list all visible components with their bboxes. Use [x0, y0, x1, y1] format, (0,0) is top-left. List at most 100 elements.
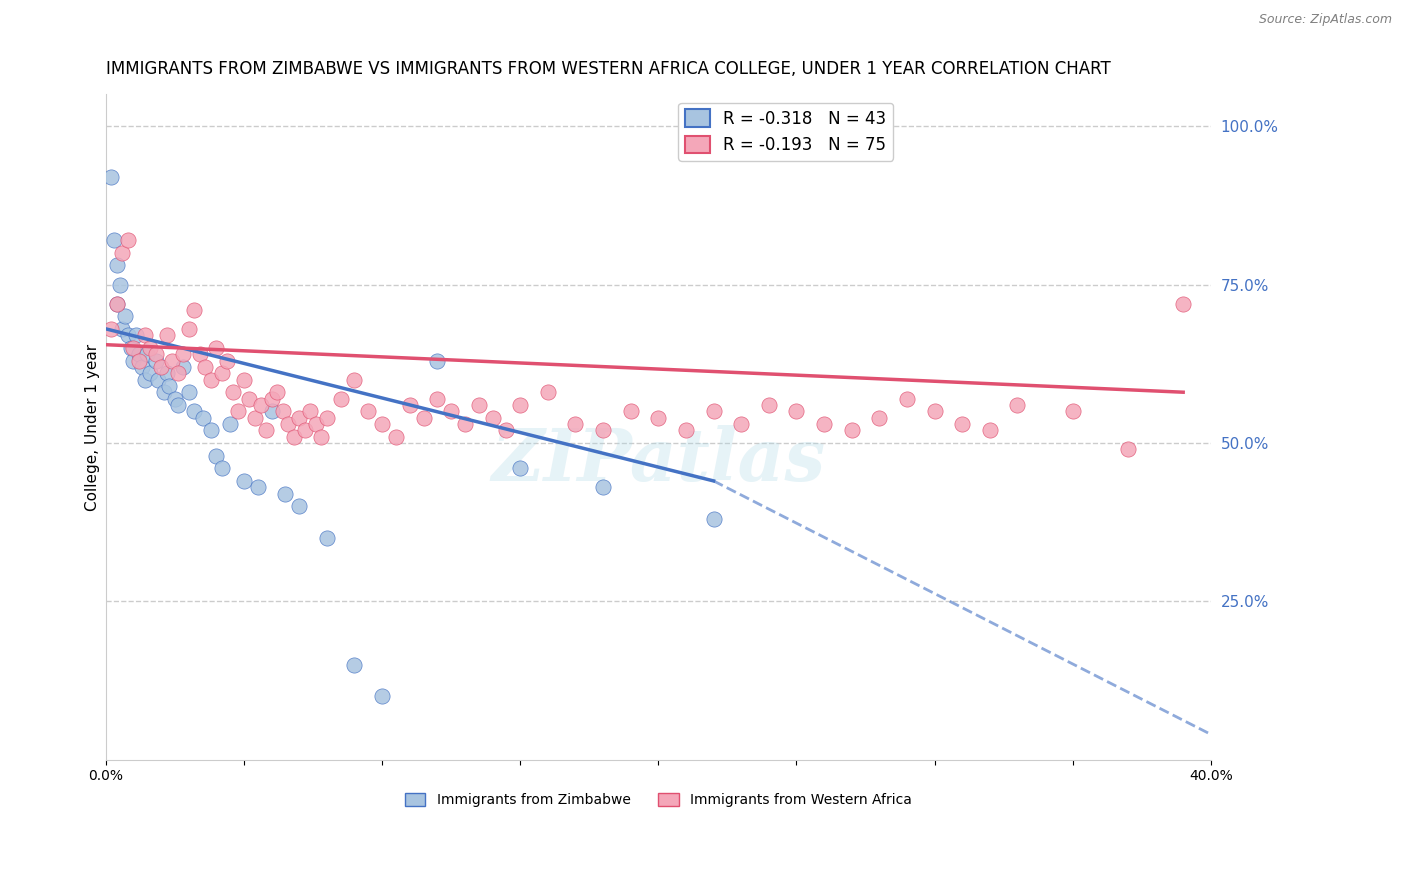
Point: [172, 359, 194, 374]
Point: [150, 359, 173, 374]
Point: [294, 423, 316, 437]
Point: [592, 423, 614, 437]
Point: [200, 372, 222, 386]
Point: [246, 480, 269, 494]
Point: [105, 296, 128, 310]
Point: [172, 347, 194, 361]
Point: [315, 410, 337, 425]
Point: [177, 322, 200, 336]
Point: [131, 359, 153, 374]
Point: [509, 461, 531, 475]
Point: [537, 385, 560, 400]
Point: [100, 322, 122, 336]
Point: [183, 302, 205, 317]
Point: [675, 423, 697, 437]
Point: [249, 398, 271, 412]
Point: [122, 341, 145, 355]
Point: [311, 429, 333, 443]
Point: [100, 169, 122, 184]
Point: [277, 417, 299, 431]
Point: [120, 341, 142, 355]
Point: [205, 341, 228, 355]
Point: [371, 417, 394, 431]
Point: [1173, 296, 1195, 310]
Text: ZIPatlas: ZIPatlas: [491, 425, 825, 496]
Point: [157, 379, 180, 393]
Point: [440, 404, 463, 418]
Point: [1007, 398, 1029, 412]
Point: [122, 353, 145, 368]
Point: [228, 404, 250, 418]
Point: [266, 385, 288, 400]
Point: [283, 429, 305, 443]
Point: [139, 366, 162, 380]
Point: [426, 392, 449, 406]
Point: [194, 359, 217, 374]
Point: [299, 404, 322, 418]
Point: [1116, 442, 1139, 457]
Point: [260, 392, 283, 406]
Point: [128, 347, 150, 361]
Point: [288, 410, 311, 425]
Point: [329, 392, 352, 406]
Point: [703, 512, 725, 526]
Point: [153, 385, 176, 400]
Point: [647, 410, 669, 425]
Legend: Immigrants from Zimbabwe, Immigrants from Western Africa: Immigrants from Zimbabwe, Immigrants fro…: [399, 788, 918, 813]
Point: [219, 417, 242, 431]
Point: [145, 353, 167, 368]
Point: [156, 328, 179, 343]
Y-axis label: College, Under 1 year: College, Under 1 year: [86, 343, 100, 510]
Point: [191, 410, 214, 425]
Point: [868, 410, 890, 425]
Point: [398, 398, 420, 412]
Point: [111, 245, 134, 260]
Point: [125, 328, 148, 343]
Point: [188, 347, 211, 361]
Point: [222, 385, 245, 400]
Point: [315, 531, 337, 545]
Point: [166, 398, 188, 412]
Point: [205, 449, 228, 463]
Point: [200, 423, 222, 437]
Point: [896, 392, 918, 406]
Point: [288, 500, 311, 514]
Point: [103, 233, 125, 247]
Point: [243, 410, 266, 425]
Point: [217, 353, 239, 368]
Text: IMMIGRANTS FROM ZIMBABWE VS IMMIGRANTS FROM WESTERN AFRICA COLLEGE, UNDER 1 YEAR: IMMIGRANTS FROM ZIMBABWE VS IMMIGRANTS F…: [105, 60, 1111, 78]
Point: [1062, 404, 1084, 418]
Point: [160, 353, 183, 368]
Point: [136, 347, 159, 361]
Point: [211, 461, 233, 475]
Point: [564, 417, 586, 431]
Point: [924, 404, 946, 418]
Point: [412, 410, 434, 425]
Point: [274, 486, 297, 500]
Point: [254, 423, 277, 437]
Point: [114, 309, 136, 323]
Point: [148, 372, 170, 386]
Point: [813, 417, 835, 431]
Point: [620, 404, 643, 418]
Point: [385, 429, 408, 443]
Point: [105, 296, 128, 310]
Point: [233, 474, 256, 488]
Point: [117, 233, 139, 247]
Point: [260, 404, 283, 418]
Point: [166, 366, 188, 380]
Point: [271, 404, 294, 418]
Point: [495, 423, 517, 437]
Point: [211, 366, 233, 380]
Point: [758, 398, 780, 412]
Point: [979, 423, 1001, 437]
Point: [343, 372, 366, 386]
Text: Source: ZipAtlas.com: Source: ZipAtlas.com: [1258, 13, 1392, 27]
Point: [509, 398, 531, 412]
Point: [128, 353, 150, 368]
Point: [305, 417, 328, 431]
Point: [950, 417, 973, 431]
Point: [703, 404, 725, 418]
Point: [183, 404, 205, 418]
Point: [233, 372, 256, 386]
